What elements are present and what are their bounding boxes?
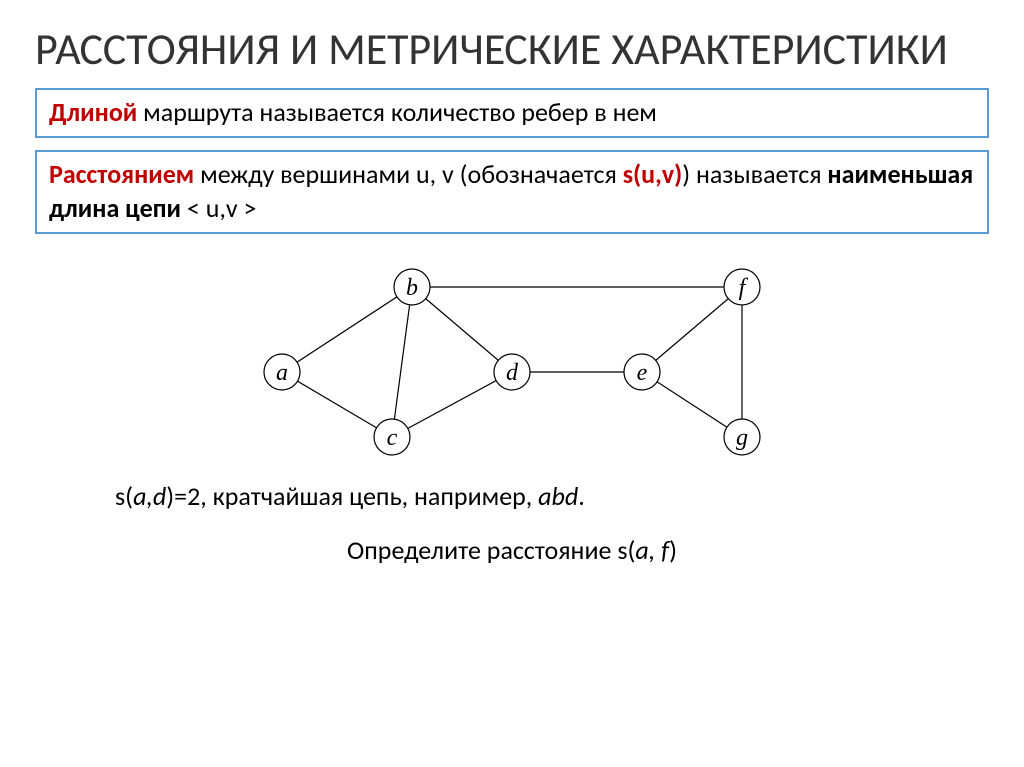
- graph-edge: [392, 287, 412, 437]
- graph-edge: [642, 287, 742, 372]
- graph-container: abcdefg: [35, 252, 989, 462]
- graph-node-label-e: e: [637, 360, 648, 386]
- graph-edge: [412, 287, 512, 372]
- graph-diagram: abcdefg: [222, 252, 802, 462]
- definition-box-2: Расстоянием между вершинами u, v (обозна…: [35, 150, 989, 234]
- question-text: Определите расстояние s(a, f): [35, 534, 989, 566]
- graph-node-label-g: g: [736, 425, 748, 451]
- graph-node-label-c: c: [387, 425, 398, 451]
- notation-suv: s(u,v): [623, 158, 683, 190]
- definition-1-text: маршрута называется количество ребер в н…: [137, 96, 657, 128]
- keyword-length: Длиной: [49, 96, 137, 128]
- graph-edge: [282, 372, 392, 437]
- result-text: s(a,d)=2, кратчайшая цепь, например, abd…: [115, 480, 989, 512]
- graph-edge: [282, 287, 412, 372]
- graph-node-label-b: b: [406, 275, 418, 301]
- definition-box-1: Длиной маршрута называется количество ре…: [35, 88, 989, 138]
- graph-node-label-d: d: [506, 360, 519, 386]
- definition-2-text-2: ) называется: [682, 158, 827, 190]
- graph-node-label-a: a: [276, 360, 288, 386]
- keyword-distance: Расстоянием: [49, 158, 194, 190]
- definition-2-text-3: < u,v >: [181, 192, 256, 224]
- definition-2-text-1: между вершинами u, v (обозначается: [194, 158, 622, 190]
- page-title: РАССТОЯНИЯ И МЕТРИЧЕСКИЕ ХАРАКТЕРИСТИКИ: [35, 25, 989, 73]
- graph-edge: [392, 372, 512, 437]
